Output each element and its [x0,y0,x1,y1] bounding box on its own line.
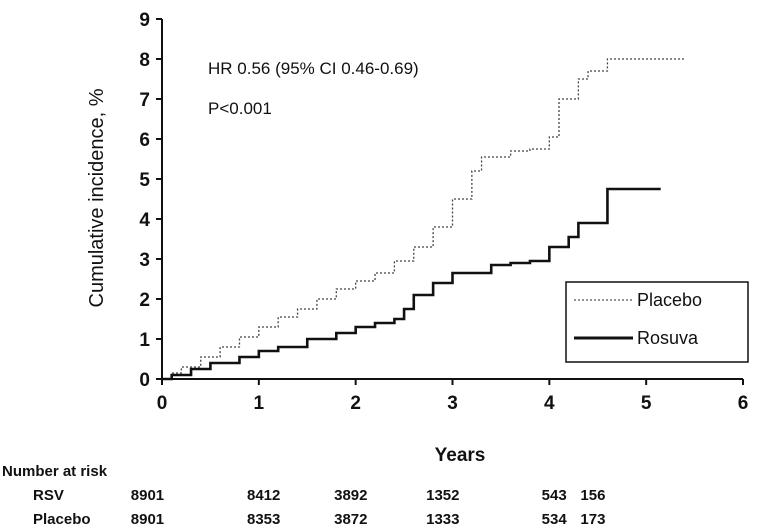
y-tick-label: 3 [139,250,150,271]
y-tick-label: 9 [139,10,150,31]
risk-value: 543 [542,487,567,504]
hazard-ratio-annotation: HR 0.56 (95% CI 0.46-0.69) [208,59,419,78]
y-tick-label: 6 [139,130,150,151]
y-tick-label: 1 [139,330,150,351]
x-tick-label: 2 [350,393,361,414]
risk-value: 3892 [334,487,367,504]
y-tick-label: 0 [139,370,150,391]
x-tick-label: 1 [254,393,265,414]
legend-box [565,281,749,363]
x-tick-label: 3 [447,393,458,414]
series-line-rosuva [162,187,661,381]
risk-value: 3872 [334,511,367,527]
x-axis-label: Years [435,445,486,466]
risk-row-label-placebo: Placebo [33,511,91,527]
y-tick-label: 8 [139,50,150,71]
y-tick-label: 5 [139,170,150,191]
risk-row-label-rsv: RSV [33,487,64,504]
risk-value: 8353 [247,511,280,527]
legend-label-rosuva: Rosuva [637,328,699,348]
risk-value: 1333 [426,511,459,527]
risk-table-title: Number at risk [2,463,108,480]
legend: Placebo Rosuva [565,281,749,363]
y-axis-label: Cumulative incidence, % [86,88,108,307]
risk-value: 156 [580,487,605,504]
y-tick-label: 2 [139,290,150,311]
risk-value: 8901 [131,511,164,527]
risk-value: 534 [542,511,568,527]
tick-labels: 0 1 2 3 4 5 6 7 8 9 0 1 2 3 4 5 6 [139,10,748,414]
risk-value: 173 [580,511,605,527]
risk-value: 8412 [247,487,280,504]
risk-value: 8901 [131,487,164,504]
risk-table: Number at risk RSV Placebo 8901 8412 3892 1… [2,463,605,527]
y-tick-label: 4 [139,210,150,231]
x-tick-label: 5 [641,393,652,414]
p-value-annotation: P<0.001 [208,99,272,118]
x-tick-label: 4 [544,393,555,414]
risk-values: 8901 8412 3892 1352 543 156 8901 8353 3872 1333 53… [131,487,606,527]
y-tick-label: 7 [139,90,150,111]
legend-label-placebo: Placebo [637,290,702,310]
risk-value: 1352 [426,487,459,504]
series [162,58,685,381]
x-tick-label: 6 [738,393,749,414]
x-tick-label: 0 [157,393,168,414]
